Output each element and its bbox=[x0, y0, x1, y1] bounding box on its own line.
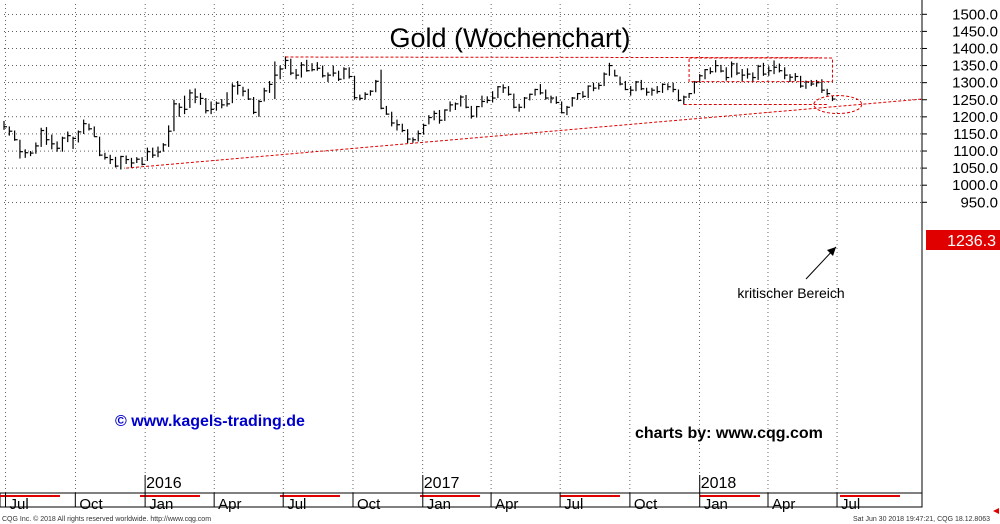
critical-zone-label: kritischer Bereich bbox=[737, 285, 844, 301]
gridlines bbox=[4, 4, 922, 493]
y-tick-label: 1250.0 bbox=[952, 92, 998, 109]
y-tick-label: 1350.0 bbox=[952, 58, 998, 75]
x-tick-label: Jul bbox=[564, 496, 583, 513]
x-tick-label: Jul bbox=[287, 496, 306, 513]
source-left-label: © www.kagels-trading.de bbox=[115, 413, 305, 430]
y-tick-label: 1450.0 bbox=[952, 23, 998, 40]
last-price-badge: 1236.3 bbox=[926, 230, 1000, 250]
y-tick-label: 1100.0 bbox=[953, 143, 998, 160]
x-tick-label: Apr bbox=[772, 496, 795, 513]
x-tick-label: Jan bbox=[427, 496, 451, 513]
last-price-badge-bg bbox=[926, 230, 1000, 250]
x-tick-label: Jul bbox=[10, 496, 29, 513]
y-tick-label: 1400.0 bbox=[952, 40, 998, 57]
x-tick-label: Oct bbox=[79, 496, 103, 513]
price-bars bbox=[3, 56, 836, 170]
x-tick-label: Apr bbox=[495, 496, 518, 513]
chart-title: Gold (Wochenchart) bbox=[389, 23, 630, 53]
y-tick-label: 1150.0 bbox=[953, 126, 998, 143]
x-tick-label: Jan bbox=[149, 496, 173, 513]
x-tick-label: Oct bbox=[634, 496, 658, 513]
x-tick-label: Oct bbox=[357, 496, 381, 513]
top-range-box bbox=[688, 57, 833, 83]
y-tick-label: 1500.0 bbox=[952, 6, 998, 23]
overlay-lines bbox=[126, 56, 923, 280]
year-label: 2018 bbox=[701, 475, 737, 492]
y-tick-label: 1300.0 bbox=[952, 75, 998, 92]
source-right-label: charts by: www.cqg.com bbox=[635, 425, 823, 442]
footer-timestamp: Sat Jun 30 2018 19:47:21, CQG 18.12.8063 bbox=[853, 516, 990, 523]
y-tick-label: 1200.0 bbox=[952, 109, 998, 126]
resistance-line bbox=[285, 56, 822, 59]
critical-zone-arrowhead bbox=[827, 247, 836, 256]
y-tick-label: 1050.0 bbox=[952, 160, 998, 177]
y-tick-label: 950.0 bbox=[960, 194, 998, 211]
y-tick-label: 1000.0 bbox=[952, 177, 998, 194]
year-label: 2017 bbox=[424, 475, 460, 492]
axes: 950.01000.01050.01100.01150.01200.01250.… bbox=[0, 0, 998, 513]
critical-zone-ellipse bbox=[813, 95, 863, 115]
x-tick-label: Apr bbox=[218, 496, 241, 513]
last-price-value: 1236.3 bbox=[947, 233, 996, 250]
year-label: 2016 bbox=[146, 475, 182, 492]
x-tick-label: Jul bbox=[841, 496, 860, 513]
scroll-arrow-icon[interactable] bbox=[993, 508, 999, 514]
support-trendline bbox=[126, 98, 923, 169]
x-tick-label: Jan bbox=[704, 496, 728, 513]
footer-copyright: CQG Inc. © 2018 All rights reserved worl… bbox=[2, 515, 211, 523]
